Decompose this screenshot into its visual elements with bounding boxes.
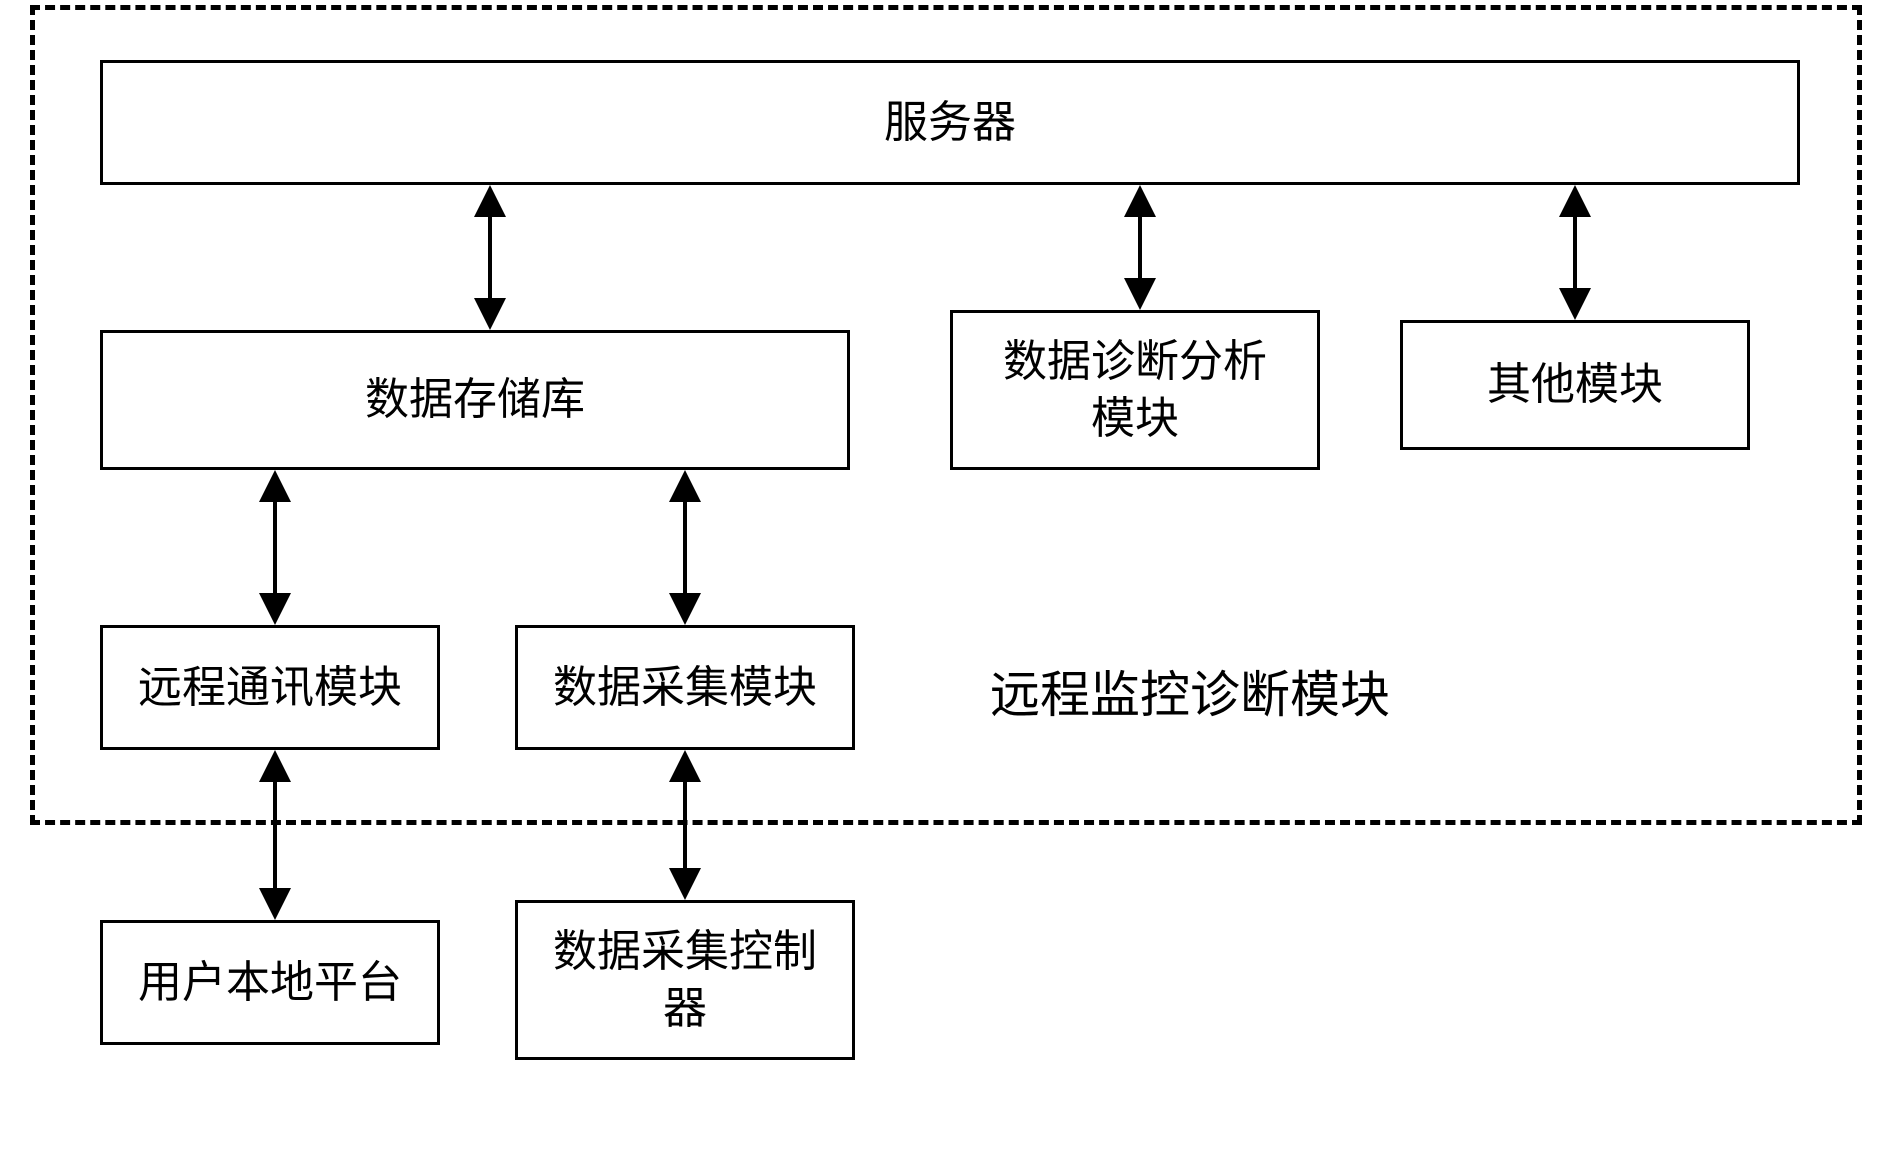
arrow-layer bbox=[0, 0, 1904, 1152]
